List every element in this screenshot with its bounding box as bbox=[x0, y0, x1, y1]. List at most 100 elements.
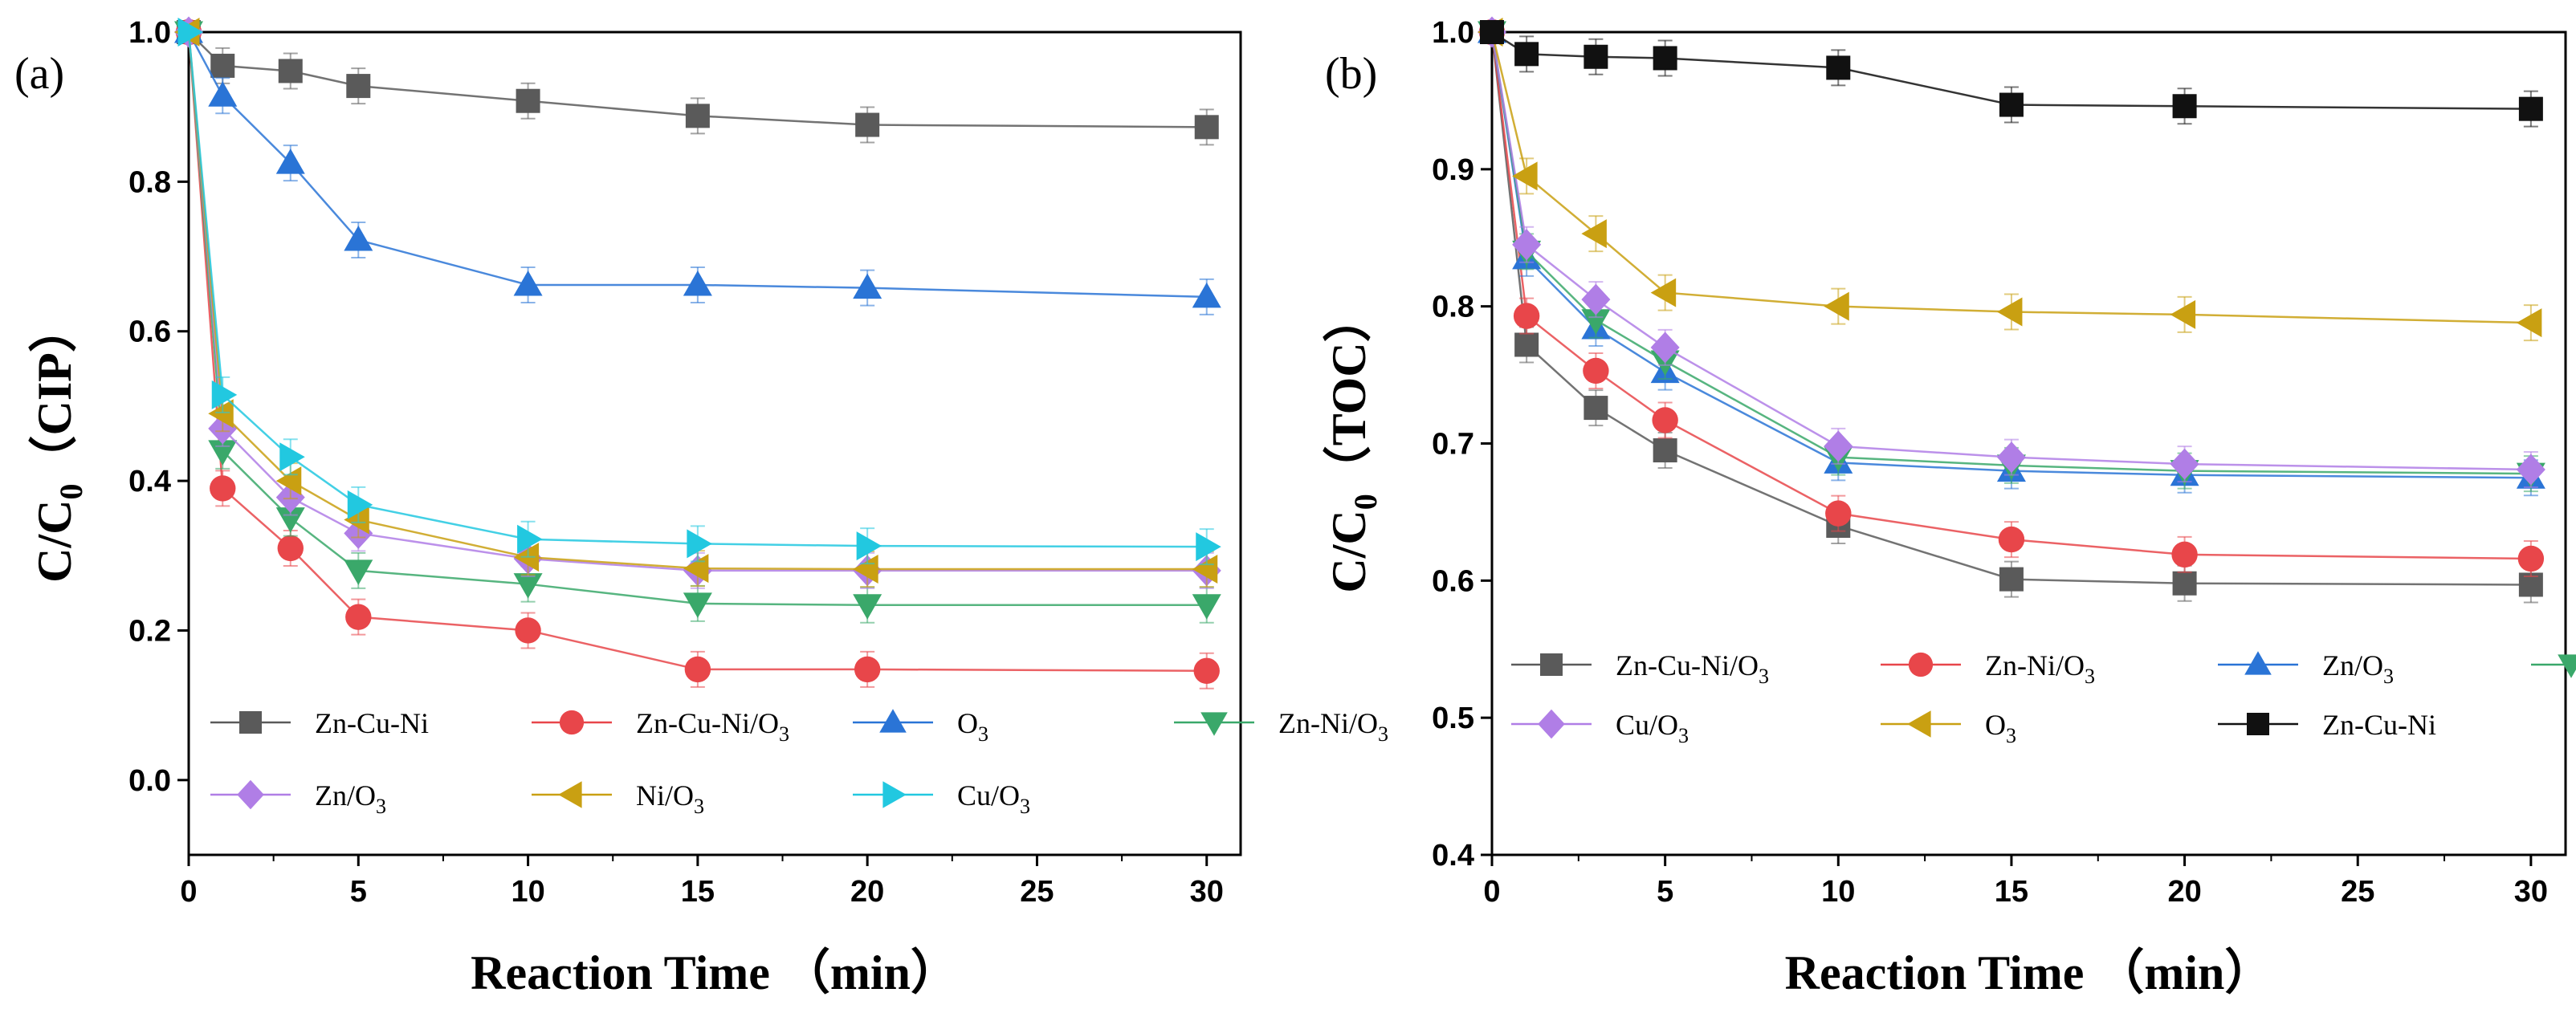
x-tick-label: 30 bbox=[2514, 875, 2548, 909]
legend-marker bbox=[1200, 712, 1228, 736]
data-point bbox=[1581, 283, 1611, 315]
data-point bbox=[513, 270, 543, 296]
data-point bbox=[210, 475, 236, 502]
legend-marker bbox=[1907, 710, 1931, 738]
y-tick-label: 0.6 bbox=[1432, 564, 1474, 598]
data-point bbox=[1512, 161, 1538, 191]
x-tick-label: 20 bbox=[2167, 875, 2201, 909]
series-zn-cu-ni bbox=[1480, 20, 2543, 128]
x-tick-label: 10 bbox=[511, 875, 544, 909]
legend-marker bbox=[2247, 713, 2269, 735]
series-line bbox=[187, 31, 1207, 607]
series-line bbox=[1490, 31, 2531, 471]
y-tick-label: 0.4 bbox=[128, 465, 171, 498]
x-axis-title: Reaction Time （min） bbox=[471, 946, 959, 999]
data-point bbox=[1653, 46, 1677, 71]
legend-label: Zn-Ni/O3 bbox=[1278, 707, 1388, 746]
data-point bbox=[516, 88, 540, 113]
legend-item: Zn-Cu-Ni bbox=[2218, 709, 2436, 741]
series-line bbox=[187, 31, 1207, 572]
data-point bbox=[344, 226, 373, 251]
data-point bbox=[1581, 219, 1607, 249]
data-point bbox=[279, 442, 305, 472]
data-point bbox=[2172, 94, 2197, 119]
legend-marker bbox=[237, 779, 264, 810]
data-point bbox=[278, 59, 303, 83]
data-point bbox=[1193, 657, 1220, 684]
y-tick-label: 0.7 bbox=[1432, 428, 1474, 462]
plot-frame bbox=[187, 31, 1242, 856]
data-point bbox=[685, 104, 710, 128]
legend-item: Ni/O3 bbox=[2531, 654, 2576, 678]
y-tick-label: 0.4 bbox=[1432, 839, 1474, 873]
data-point bbox=[1652, 407, 1678, 433]
y-tick-label: 0.6 bbox=[128, 315, 171, 349]
data-point bbox=[208, 399, 234, 429]
legend: Zn-Cu-Ni Zn-Cu-Ni/O3 O3 Zn-Ni/O3 Zn/O3 Ni/O3 C… bbox=[210, 707, 1388, 818]
data-point bbox=[177, 18, 203, 47]
legend-label: Zn/O3 bbox=[315, 779, 386, 818]
legend-label: Zn-Cu-Ni bbox=[2322, 709, 2436, 741]
data-point bbox=[1192, 282, 1221, 308]
legend-item: O3 bbox=[853, 707, 988, 746]
data-point bbox=[853, 594, 882, 620]
data-point bbox=[1192, 555, 1218, 584]
data-point bbox=[211, 380, 238, 409]
legend-item: Zn/O3 bbox=[210, 779, 386, 818]
series-o3 bbox=[174, 18, 1221, 315]
series-line bbox=[1490, 31, 2531, 475]
data-point bbox=[2172, 571, 2197, 596]
data-point bbox=[853, 555, 878, 584]
data-point bbox=[1512, 229, 1542, 261]
data-point bbox=[1998, 526, 2025, 553]
y-tick-label: 0.8 bbox=[1432, 291, 1474, 324]
series-zn-cu-ni-o3 bbox=[1480, 20, 2543, 604]
x-tick-label: 25 bbox=[2341, 875, 2374, 909]
x-tick-label: 5 bbox=[350, 875, 367, 909]
data-point bbox=[687, 529, 712, 559]
data-point bbox=[2171, 541, 2198, 568]
data-point bbox=[515, 617, 541, 644]
data-point bbox=[856, 531, 882, 561]
series-line bbox=[187, 31, 1207, 673]
data-point bbox=[683, 270, 712, 296]
y-axis-title: C/C0（CIP） bbox=[27, 304, 89, 583]
y-tick-label: 0.0 bbox=[128, 764, 171, 798]
data-point bbox=[1581, 309, 1611, 335]
data-point bbox=[855, 112, 880, 137]
data-point bbox=[517, 524, 543, 554]
data-point bbox=[1999, 92, 2024, 117]
legend-item: Zn-Ni/O3 bbox=[1174, 707, 1388, 746]
data-point bbox=[1196, 532, 1221, 562]
y-axis-title: C/C0（TOC） bbox=[1322, 294, 1384, 592]
data-point bbox=[683, 592, 712, 618]
legend-item: Zn-Cu-Ni/O3 bbox=[1511, 649, 1769, 688]
data-point bbox=[1826, 55, 1851, 80]
legend-marker bbox=[879, 709, 907, 733]
x-tick-label: 15 bbox=[681, 875, 715, 909]
data-point bbox=[1514, 42, 1539, 67]
panel-label: (b) bbox=[1325, 49, 1377, 99]
legend-label: Zn-Cu-Ni bbox=[315, 707, 429, 739]
legend-item: Cu/O3 bbox=[1511, 709, 1689, 747]
data-point bbox=[1824, 430, 1853, 462]
series-line bbox=[187, 31, 1207, 571]
series-zn-cu-ni bbox=[177, 20, 1219, 146]
legend-marker bbox=[1540, 653, 1563, 676]
data-point bbox=[1650, 278, 1677, 307]
data-point bbox=[344, 559, 373, 585]
legend-marker bbox=[558, 781, 582, 808]
data-point bbox=[1584, 44, 1608, 69]
panel-label: (a) bbox=[14, 49, 64, 99]
data-point bbox=[1513, 303, 1540, 329]
series-ni-o3 bbox=[174, 18, 1218, 588]
y-tick-label: 1.0 bbox=[1432, 16, 1474, 50]
legend: Zn-Cu-Ni/O3 Zn-Ni/O3 Zn/O3 Ni/O3 Cu/O3 O3 Zn-C… bbox=[1511, 649, 2576, 747]
data-point bbox=[275, 466, 302, 496]
y-tick-label: 0.5 bbox=[1432, 702, 1474, 735]
data-point bbox=[2516, 454, 2545, 486]
data-point bbox=[1996, 297, 2023, 327]
legend-item: Zn-Cu-Ni/O3 bbox=[532, 707, 789, 746]
y-tick-label: 0.9 bbox=[1432, 153, 1474, 187]
